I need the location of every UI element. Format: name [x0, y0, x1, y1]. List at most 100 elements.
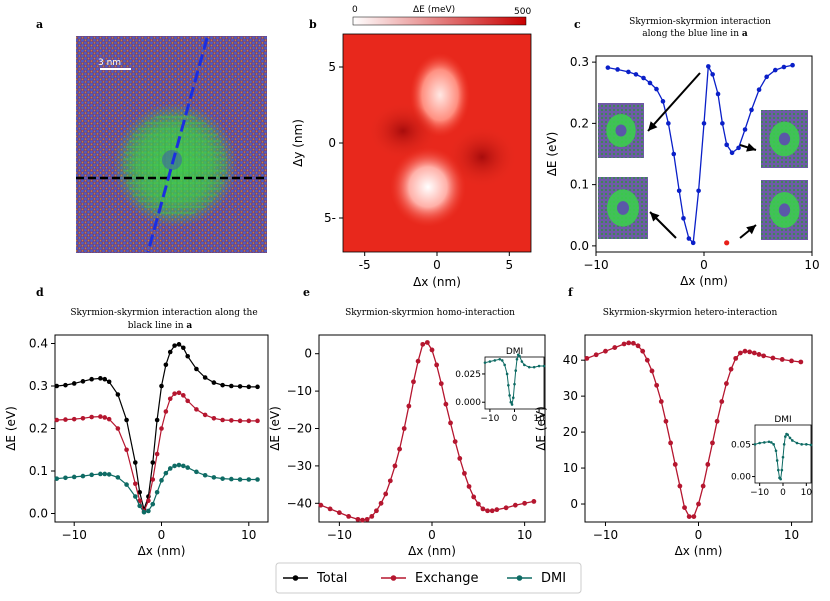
f-exchange-point: [635, 343, 641, 349]
c-ytick-label: 0.2: [570, 116, 589, 130]
d-total-point: [63, 382, 68, 388]
f-inset-dmi-point: [784, 435, 787, 438]
panel-e-chart: −10 0 10 0 −10 −20 −30 −40 Δx (nm) ΔE (eV) DMI −10 0…: [268, 334, 546, 558]
d-dmi-point: [115, 475, 121, 480]
panel-c-title-line2: along the blue line in a: [642, 29, 748, 39]
b-xtick-label: 0: [433, 258, 441, 272]
f-exchange-point: [658, 399, 664, 404]
f-inset-dmi-point: [780, 468, 784, 472]
e-exchange-point: [411, 379, 416, 385]
legend-total-label: Total: [316, 571, 347, 586]
d-dmi-point: [163, 470, 169, 476]
f-exchange-point: [737, 350, 743, 356]
d-exchange-point: [133, 481, 138, 487]
d-total-point: [220, 382, 225, 388]
c-ytick-label: 0.0: [570, 239, 589, 253]
e-xtick-label: 10: [517, 528, 532, 542]
d-dmi-point: [80, 473, 86, 479]
legend-total-marker: [292, 575, 299, 581]
d-exchange-point: [102, 415, 108, 420]
d-dmi-point: [202, 472, 208, 478]
f-inset-xtick-label: 0: [780, 488, 786, 498]
f-exchange-point: [710, 440, 715, 446]
d-total-point: [167, 349, 173, 355]
e-inset-dmi-point: [537, 364, 541, 368]
e-ytick-label: −20: [287, 422, 312, 436]
e-exchange-point: [466, 484, 472, 489]
e-ylabel: ΔE (eV): [268, 406, 282, 451]
e-ytick-label: 0: [304, 347, 312, 361]
d-total-point: [54, 383, 60, 389]
d-total-point: [202, 375, 208, 380]
d-total-point: [102, 376, 108, 382]
f-exchange-point: [654, 382, 660, 388]
c-spin-center: [778, 132, 791, 146]
d-total-point: [181, 345, 186, 351]
b-ytick-label: 0: [328, 136, 336, 150]
c-blue-point: [720, 121, 725, 126]
c-blue-point: [781, 64, 787, 70]
d-exchange-point: [124, 447, 129, 453]
c-blue-point: [671, 151, 677, 157]
c-blue-point: [666, 121, 671, 126]
f-inset-dmi-point: [753, 443, 757, 446]
d-dmi-point: [159, 478, 164, 483]
f-inset-dmi-point: [788, 436, 792, 440]
d-dmi-point: [167, 466, 173, 471]
c-blue-point: [772, 67, 778, 73]
d-exchange-point: [106, 416, 112, 422]
panel-d-chart: −10 0 10 0.0 0.1 0.2 0.3 0.4 Δx (nm) ΔE (eV): [4, 334, 269, 558]
f-inset-dmi-point: [758, 441, 761, 445]
d-dmi-point: [150, 501, 156, 507]
c-blue-point: [710, 72, 715, 77]
panel-c-chart: −10 0 10 0.0 0.1 0.2 0.3 Δx (nm) ΔE (eV): [545, 55, 820, 288]
f-exchange-point: [668, 440, 673, 446]
e-inset-dmi-point: [505, 372, 509, 376]
e-exchange-point: [485, 508, 490, 514]
e-exchange-point: [462, 470, 467, 476]
b-ytick-label: 5: [328, 60, 336, 74]
f-exchange-point: [682, 505, 687, 511]
d-dmi-point: [255, 477, 260, 482]
f-ytick-label: 0: [570, 497, 578, 511]
e-exchange-point: [434, 362, 440, 368]
d-dmi-point: [154, 489, 160, 495]
d-ytick-label: 0.1: [29, 464, 48, 478]
panel-label-c: c: [574, 18, 581, 31]
blue-cut-line: [146, 37, 209, 253]
scale-bar-label: 3 nm: [98, 58, 121, 68]
b-xtick-label: -5: [359, 258, 371, 272]
f-exchange-point: [686, 514, 692, 520]
d-dmi-point: [137, 503, 142, 509]
e-ytick-label: −40: [287, 496, 312, 510]
f-exchange-point: [705, 462, 711, 467]
c-arrow-head: [746, 143, 756, 152]
e-exchange-point: [489, 508, 495, 514]
e-inset-ytick-label: 0.000: [455, 398, 481, 408]
d-dmi-point: [63, 475, 68, 481]
e-ytick-label: −10: [287, 384, 312, 398]
d-total-point: [89, 376, 94, 382]
panel-label-d: d: [36, 286, 44, 299]
b-xtick-label: 5: [505, 258, 513, 272]
e-exchange-point: [397, 446, 402, 452]
c-blue-point: [729, 150, 735, 156]
f-inset-dmi-point: [782, 443, 786, 446]
panel-b-heatmap: 0 500 ΔE (meV): [342, 5, 531, 253]
b-ylabel: Δy (nm): [291, 119, 305, 167]
f-inset-xtick-label: 10: [801, 488, 813, 498]
d-exchange-point: [167, 396, 173, 402]
c-blue-point: [736, 145, 741, 151]
e-inset-dmi-point: [518, 354, 521, 358]
f-exchange-point: [696, 501, 701, 507]
e-exchange-point: [480, 506, 486, 512]
e-inset-dmi-point: [514, 369, 518, 372]
panel-d-title-line1: Skyrmion-skyrmion interaction along the: [70, 308, 257, 318]
e-exchange-point: [443, 401, 449, 407]
f-exchange-point: [724, 381, 729, 386]
d-exchange-point: [181, 393, 186, 398]
f-exchange-point: [798, 359, 804, 365]
f-exchange-point: [747, 349, 753, 355]
d-dmi-point: [176, 462, 182, 468]
